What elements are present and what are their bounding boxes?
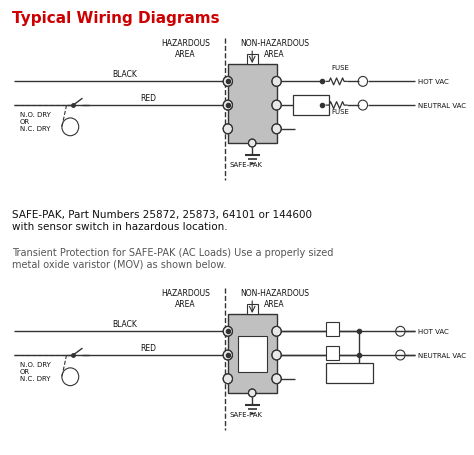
Text: FUSE: FUSE	[331, 109, 349, 115]
Text: Transient Protection for SAFE-PAK (AC Loads) Use a properly sized
metal oxide va: Transient Protection for SAFE-PAK (AC Lo…	[12, 247, 334, 269]
Text: LOAD: LOAD	[302, 103, 321, 109]
Bar	[237, 336, 267, 372]
Circle shape	[223, 77, 233, 87]
Circle shape	[223, 374, 233, 384]
Bar	[293, 96, 329, 116]
Text: NEUTRAL VAC: NEUTRAL VAC	[418, 352, 466, 358]
Text: HAZARDOUS
AREA: HAZARDOUS AREA	[161, 288, 210, 308]
Bar	[326, 323, 339, 337]
Bar	[246, 304, 258, 314]
Circle shape	[248, 389, 256, 397]
Bar	[246, 55, 258, 65]
Circle shape	[272, 125, 281, 135]
Bar	[326, 346, 339, 360]
Text: Typical Wiring Diagrams: Typical Wiring Diagrams	[12, 10, 220, 25]
Bar	[326, 363, 373, 383]
Circle shape	[223, 350, 233, 360]
Circle shape	[272, 374, 281, 384]
Circle shape	[272, 101, 281, 111]
Bar	[228, 314, 277, 393]
Circle shape	[223, 327, 233, 337]
Circle shape	[272, 327, 281, 337]
Text: NEUTRAL VAC: NEUTRAL VAC	[418, 103, 466, 109]
Circle shape	[223, 101, 233, 111]
Text: NON-HAZARDOUS
AREA: NON-HAZARDOUS AREA	[240, 39, 309, 59]
Text: SAFE-PAK: SAFE-PAK	[230, 162, 263, 167]
Text: FUSE: FUSE	[331, 65, 349, 71]
Text: RED: RED	[140, 344, 156, 352]
Bar	[228, 65, 277, 144]
Text: SAFE-PAK: SAFE-PAK	[230, 411, 263, 417]
Text: HOT VAC: HOT VAC	[418, 329, 449, 334]
Text: N.O. DRY
OR
N.C. DRY: N.O. DRY OR N.C. DRY	[19, 112, 51, 132]
Circle shape	[248, 140, 256, 148]
Circle shape	[272, 350, 281, 360]
Text: HOT VAC: HOT VAC	[418, 79, 449, 85]
Text: BLACK: BLACK	[112, 320, 137, 329]
Circle shape	[272, 77, 281, 87]
Text: N.O. DRY
OR
N.C. DRY: N.O. DRY OR N.C. DRY	[19, 361, 51, 381]
Text: HAZARDOUS
AREA: HAZARDOUS AREA	[161, 39, 210, 59]
Text: SAFE-PAK, Part Numbers 25872, 25873, 64101 or 144600
with sensor switch in hazar: SAFE-PAK, Part Numbers 25872, 25873, 641…	[12, 210, 312, 231]
Text: RED: RED	[140, 94, 156, 103]
Text: LOAD: LOAD	[340, 370, 359, 376]
Circle shape	[223, 125, 233, 135]
Text: BLACK: BLACK	[112, 70, 137, 79]
Text: NON-HAZARDOUS
AREA: NON-HAZARDOUS AREA	[240, 288, 309, 308]
